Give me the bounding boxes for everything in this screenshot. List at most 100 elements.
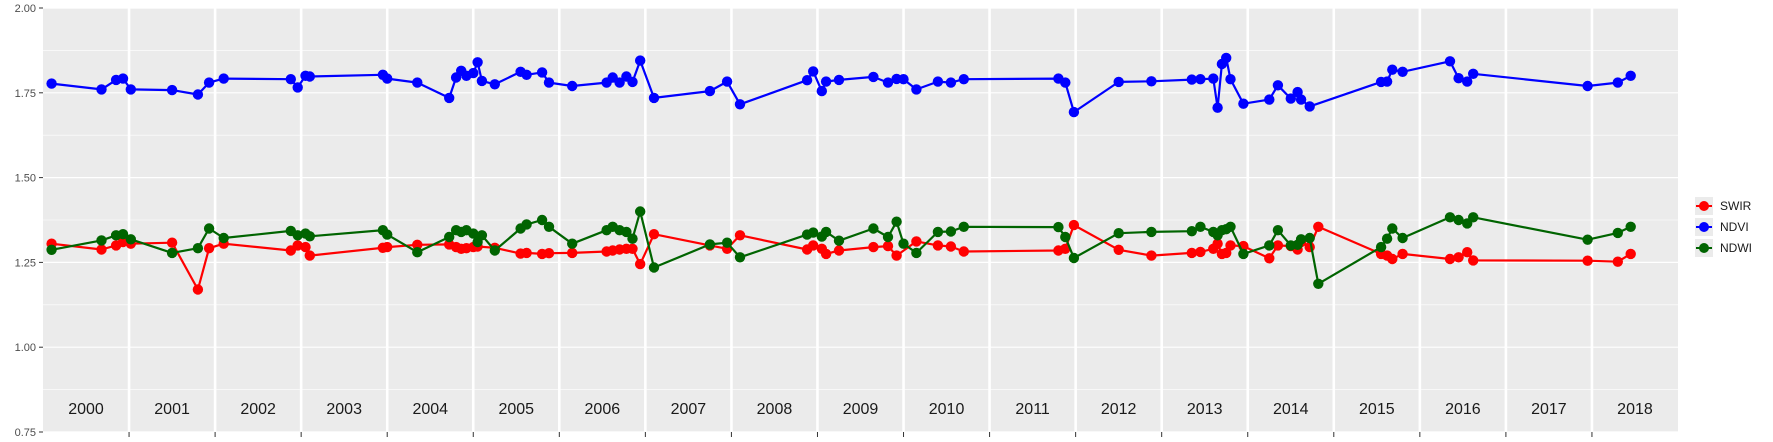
- ndwi-point: [567, 238, 578, 249]
- ndwi-point: [820, 226, 832, 238]
- ndwi-point: [1612, 227, 1624, 239]
- swir-point: [1113, 244, 1124, 255]
- ndvi-point: [1304, 101, 1315, 112]
- legend-label: NDWI: [1720, 241, 1752, 255]
- ndvi-point: [489, 79, 500, 90]
- ndwi-point: [621, 226, 632, 238]
- ndwi-point: [192, 243, 204, 254]
- ndvi-point: [1444, 56, 1456, 67]
- ndvi-point: [801, 75, 813, 86]
- ndvi-point: [382, 73, 393, 84]
- ndvi-point: [472, 57, 483, 68]
- swir-point: [1453, 252, 1464, 263]
- year-label: 2015: [1359, 401, 1395, 418]
- ndvi-point: [882, 77, 894, 88]
- swir-point: [521, 247, 532, 259]
- ndvi-point: [1453, 73, 1464, 84]
- ndwi-point: [1060, 231, 1071, 243]
- swir-point: [911, 236, 922, 247]
- ndwi-point: [1238, 248, 1249, 260]
- ndvi-point: [721, 76, 733, 87]
- swir-point: [833, 245, 845, 256]
- ndvi-point: [833, 74, 845, 86]
- swir-point: [382, 241, 393, 253]
- ndwi-point: [627, 233, 638, 244]
- ndwi-point: [1381, 233, 1393, 244]
- ndvi-point: [1381, 76, 1393, 87]
- ndvi-point: [868, 71, 879, 83]
- ndvi-point: [1186, 74, 1198, 85]
- ndwi-point: [489, 245, 500, 256]
- ndvi-point: [1212, 102, 1223, 113]
- ndvi-point: [898, 74, 909, 85]
- swir-point: [945, 241, 957, 252]
- swir-point: [1625, 248, 1636, 260]
- ndwi-point: [292, 230, 303, 241]
- ndwi-point: [1444, 212, 1456, 223]
- ndwi-point: [96, 235, 107, 246]
- swir-point: [932, 240, 944, 251]
- ndwi-point: [945, 226, 957, 237]
- swir-point: [734, 230, 746, 241]
- ndvi-point: [734, 99, 746, 110]
- ndvi-point: [536, 67, 548, 78]
- ndwi-point: [1053, 221, 1064, 233]
- swir-point: [648, 229, 660, 240]
- ndwi-point: [412, 247, 423, 258]
- swir-point: [1186, 247, 1198, 259]
- year-label: 2000: [68, 401, 104, 418]
- y-tick-label: 1.00: [15, 342, 36, 354]
- ndwi-point: [1375, 241, 1387, 253]
- year-label: 2006: [585, 401, 621, 418]
- ndvi-point: [911, 84, 922, 95]
- ndwi-point: [1195, 221, 1206, 232]
- swir-point: [627, 243, 638, 254]
- ndwi-point: [1113, 228, 1124, 239]
- swir-point: [1612, 256, 1624, 267]
- swir-point: [1212, 238, 1223, 249]
- swir-point: [1468, 255, 1479, 266]
- year-label: 2004: [412, 401, 448, 418]
- ndvi-point: [468, 67, 479, 79]
- ndvi-point: [1060, 77, 1071, 88]
- swir-point: [1582, 255, 1593, 266]
- year-label: 2016: [1445, 401, 1481, 418]
- ndwi-point: [1272, 225, 1284, 236]
- year-label: 2010: [929, 401, 965, 418]
- ndwi-point: [1397, 232, 1408, 244]
- ndvi-point: [958, 74, 969, 85]
- minor-gridlines: [43, 50, 1678, 390]
- ndvi-point: [1146, 76, 1157, 87]
- swir-point: [192, 284, 204, 295]
- ndwi-point: [521, 219, 532, 230]
- axes: 0.75 1.00 1.25 1.50 1.75 2.00: [15, 3, 1593, 439]
- swir-point: [635, 258, 646, 270]
- ndvi-point: [1068, 106, 1080, 118]
- swir-point: [412, 239, 423, 250]
- ndvi-point: [192, 89, 204, 100]
- ndwi-point: [1387, 223, 1398, 234]
- swir-point: [882, 240, 894, 252]
- year-label: 2014: [1273, 401, 1309, 418]
- year-label: 2008: [757, 401, 793, 418]
- ndwi-point: [1295, 234, 1307, 245]
- swir-point: [166, 237, 178, 248]
- ndvi-point: [1238, 98, 1249, 109]
- year-labels: 2000 2001 2002 2003 2004 2005 2006 2007 2008 2009…: [68, 401, 1653, 418]
- major-gridlines: [43, 7, 1678, 433]
- ndwi-point: [1068, 252, 1080, 264]
- ndwi-point: [898, 238, 909, 249]
- year-label: 2017: [1531, 401, 1567, 418]
- ndwi-point: [833, 235, 845, 246]
- ndwi-point: [704, 239, 716, 250]
- ndwi-point: [1313, 278, 1324, 289]
- ndwi-point: [468, 228, 479, 239]
- ndwi-point: [734, 252, 746, 263]
- year-label: 2011: [1015, 401, 1050, 418]
- ndvi-point: [1113, 76, 1124, 88]
- ndvi-point: [412, 77, 423, 88]
- ndvi-point: [635, 55, 646, 66]
- ndvi-point: [444, 92, 455, 104]
- ndwi-point: [1468, 212, 1479, 223]
- ndwi-point: [932, 226, 944, 238]
